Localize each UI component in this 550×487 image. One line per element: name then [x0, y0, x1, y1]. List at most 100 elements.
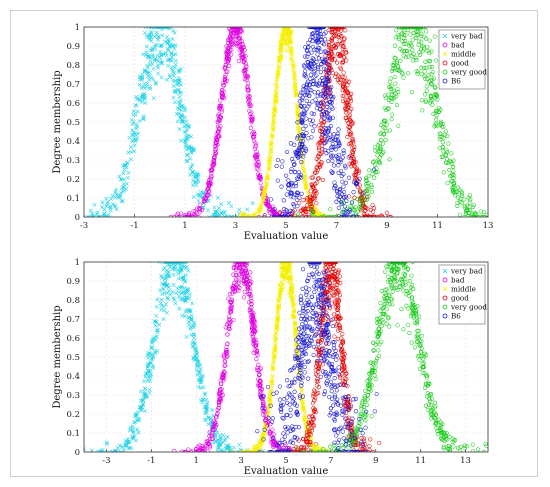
data-point — [384, 210, 389, 215]
data-point — [227, 321, 232, 326]
data-point — [179, 103, 184, 108]
data-point — [177, 290, 182, 295]
data-point — [310, 99, 315, 104]
data-point — [432, 84, 437, 89]
data-point — [348, 428, 353, 433]
data-point — [279, 184, 284, 189]
data-point — [65, 450, 69, 454]
data-point — [507, 215, 511, 219]
data-point — [199, 448, 204, 452]
data-point — [333, 315, 338, 320]
data-point — [260, 387, 265, 392]
data-point — [152, 58, 157, 63]
data-point — [204, 195, 209, 201]
data-point — [219, 109, 224, 114]
data-point — [337, 322, 342, 328]
data-point — [157, 262, 162, 265]
data-point — [234, 278, 239, 283]
data-point — [429, 72, 434, 77]
data-point — [347, 124, 353, 130]
data-point — [230, 42, 235, 48]
data-point — [299, 117, 304, 123]
data-point — [339, 192, 345, 197]
data-point — [299, 385, 304, 390]
data-point — [148, 58, 153, 63]
data-point — [378, 214, 383, 217]
chart-panel-1: 00.10.20.30.40.50.60.70.80.91-3 -1 1 3 5 7 9 11… — [52, 23, 511, 242]
data-point — [313, 37, 318, 42]
data-point — [299, 159, 304, 165]
data-point — [271, 114, 276, 119]
data-point — [219, 381, 224, 387]
data-point — [229, 305, 234, 310]
data-point — [389, 99, 394, 104]
data-point — [236, 35, 242, 40]
data-point — [245, 81, 251, 86]
figure-frame — [10, 10, 538, 477]
data-point — [183, 309, 188, 314]
data-point — [149, 346, 154, 351]
data-point — [414, 35, 419, 41]
data-point — [271, 113, 276, 118]
data-point — [188, 449, 194, 452]
data-point — [260, 433, 265, 438]
data-point — [472, 210, 477, 215]
data-point — [481, 210, 486, 215]
data-point — [268, 400, 273, 405]
x-tick-label: 13 — [483, 221, 494, 231]
data-point — [203, 198, 208, 203]
data-point — [277, 282, 282, 287]
data-point — [293, 79, 298, 84]
data-point — [348, 141, 353, 146]
data-point — [342, 356, 347, 361]
y-tick-label: 0.9 — [66, 277, 80, 287]
data-point — [254, 357, 259, 362]
data-point — [228, 214, 233, 217]
data-point — [309, 425, 314, 430]
data-point — [248, 270, 253, 275]
data-point — [372, 167, 377, 172]
data-point — [334, 188, 340, 193]
data-point — [310, 118, 316, 123]
data-point — [241, 54, 247, 59]
x-tick-label: 3 — [233, 221, 238, 231]
data-point — [146, 374, 151, 379]
data-point — [204, 439, 210, 444]
data-point — [155, 53, 160, 58]
data-point — [219, 393, 224, 398]
data-point — [354, 182, 359, 187]
data-point — [98, 449, 103, 452]
data-point — [161, 287, 166, 292]
data-point — [346, 79, 352, 84]
data-point — [272, 113, 277, 118]
data-point — [160, 292, 165, 297]
data-point — [239, 274, 244, 279]
data-point — [293, 326, 298, 331]
data-point — [149, 39, 154, 44]
data-point — [267, 152, 272, 157]
data-point — [275, 74, 280, 79]
data-point — [331, 312, 337, 317]
data-point — [137, 82, 142, 87]
data-point — [257, 172, 263, 178]
data-point — [162, 266, 167, 271]
data-point — [272, 207, 277, 212]
data-point — [176, 276, 181, 281]
data-point — [327, 56, 332, 61]
data-point — [270, 377, 275, 382]
data-point — [351, 156, 357, 162]
data-point — [171, 28, 176, 33]
data-point — [309, 58, 314, 63]
data-point — [309, 34, 314, 39]
data-point — [308, 449, 313, 452]
data-point — [348, 132, 353, 137]
data-point — [131, 109, 136, 114]
data-point — [214, 136, 219, 141]
data-point — [125, 160, 130, 165]
data-point — [220, 80, 226, 85]
legend-label: good — [451, 59, 469, 68]
data-point — [291, 62, 296, 67]
x-tick-label: 9 — [373, 456, 378, 466]
data-point — [267, 207, 273, 212]
data-point — [213, 148, 218, 153]
